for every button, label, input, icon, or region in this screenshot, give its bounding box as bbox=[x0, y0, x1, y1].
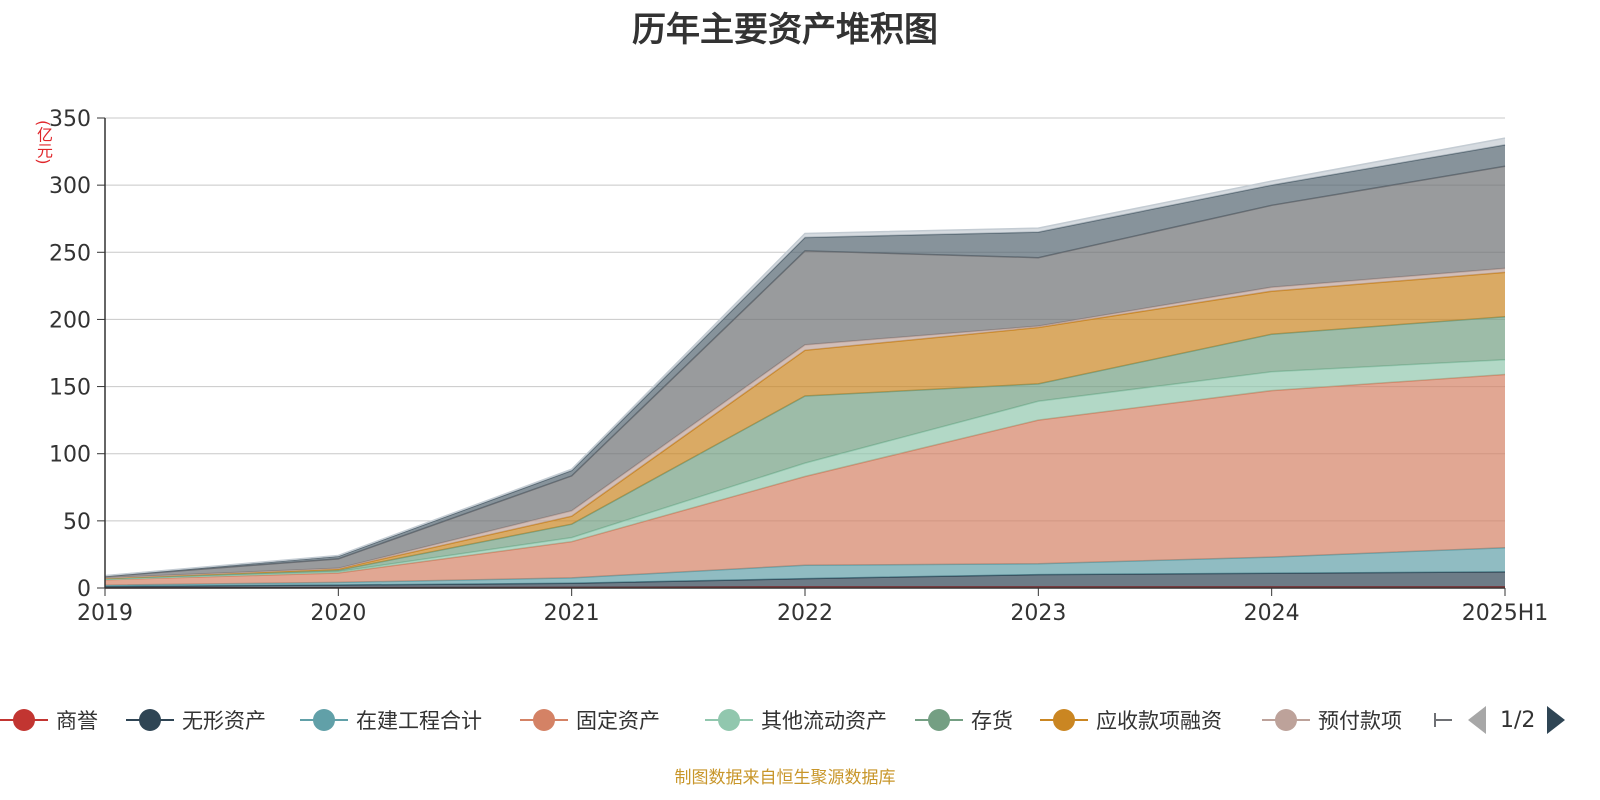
legend-marker-icon bbox=[1040, 702, 1088, 738]
area-line-series-10 bbox=[104, 137, 1506, 577]
legend-page-indicator: 1/2 bbox=[1500, 707, 1536, 733]
legend-label: 无形资产 bbox=[182, 709, 266, 733]
area-series-5 bbox=[105, 316, 1505, 580]
legend-item[interactable]: 存货 bbox=[915, 702, 1013, 738]
x-tick-label: 2022 bbox=[777, 601, 833, 626]
y-axis-unit-label: (亿元) bbox=[34, 120, 53, 165]
y-tick-label: 350 bbox=[49, 107, 91, 132]
legend-item[interactable]: 固定资产 bbox=[520, 702, 660, 738]
y-tick-label: 150 bbox=[49, 376, 91, 401]
legend-item[interactable]: 其他流动资产 bbox=[705, 702, 887, 738]
legend-marker-icon bbox=[915, 702, 963, 738]
area-series-8 bbox=[105, 166, 1505, 578]
legend-item[interactable]: 在建工程合计 bbox=[300, 702, 482, 738]
legend-label: 应收款项融资 bbox=[1096, 709, 1222, 733]
y-tick-label: 0 bbox=[77, 577, 91, 602]
legend-marker-icon bbox=[300, 702, 348, 738]
legend-pager: 1/2 bbox=[1468, 702, 1566, 738]
legend-label: 固定资产 bbox=[576, 709, 660, 733]
x-tick-label: 2019 bbox=[77, 601, 133, 626]
area-series-3 bbox=[105, 374, 1505, 586]
x-tick-label: 2020 bbox=[310, 601, 366, 626]
y-tick-label: 100 bbox=[49, 443, 91, 468]
area-series-4 bbox=[105, 359, 1505, 580]
legend-marker-icon bbox=[126, 702, 174, 738]
x-tick-label: 2024 bbox=[1244, 601, 1300, 626]
legend-label: 预付款项 bbox=[1318, 709, 1402, 733]
legend-item[interactable]: 应收款项融资 bbox=[1040, 702, 1222, 738]
legend-item[interactable]: 无形资产 bbox=[126, 702, 266, 738]
legend-next-page-icon[interactable] bbox=[1547, 706, 1566, 734]
legend-marker-icon bbox=[1262, 702, 1310, 738]
legend-label: 在建工程合计 bbox=[356, 709, 482, 733]
chart-title: 历年主要资产堆积图 bbox=[632, 10, 938, 50]
legend-marker-icon bbox=[705, 702, 753, 738]
source-note: 制图数据来自恒生聚源数据库 bbox=[674, 768, 896, 788]
y-tick-label: 250 bbox=[49, 241, 91, 266]
area-series-9 bbox=[105, 144, 1505, 577]
y-tick-label: 300 bbox=[49, 174, 91, 199]
legend-label: 其他流动资产 bbox=[761, 709, 887, 733]
legend-label: 商誉 bbox=[56, 709, 98, 733]
legend-item[interactable]: 预付款项 bbox=[1262, 702, 1402, 738]
y-tick-label: 200 bbox=[49, 308, 91, 333]
legend-label: 存货 bbox=[971, 709, 1013, 733]
legend-marker-icon bbox=[0, 702, 48, 738]
legend-marker-icon bbox=[520, 702, 568, 738]
y-tick-label: 50 bbox=[63, 510, 91, 535]
x-tick-label: 2021 bbox=[544, 601, 600, 626]
legend: 商誉 无形资产 在建工程合计 固定资产 其他流动资产 存货 应收款项融资 预付款项 bbox=[0, 702, 1600, 738]
legend-item[interactable]: 商誉 bbox=[0, 702, 98, 738]
area-series-1 bbox=[105, 571, 1505, 588]
legend-prev-page-icon[interactable] bbox=[1468, 706, 1486, 734]
area-series-2 bbox=[105, 547, 1505, 587]
stacked-area-chart: 0 50 100 150 200 250 300 350 2019 2020 2021 2022 202… bbox=[49, 107, 1549, 626]
x-tick-label: 2025H1 bbox=[1462, 601, 1549, 626]
area-series-6 bbox=[105, 272, 1505, 579]
legend-item-truncated[interactable] bbox=[1434, 702, 1452, 738]
x-tick-label: 2023 bbox=[1010, 601, 1066, 626]
